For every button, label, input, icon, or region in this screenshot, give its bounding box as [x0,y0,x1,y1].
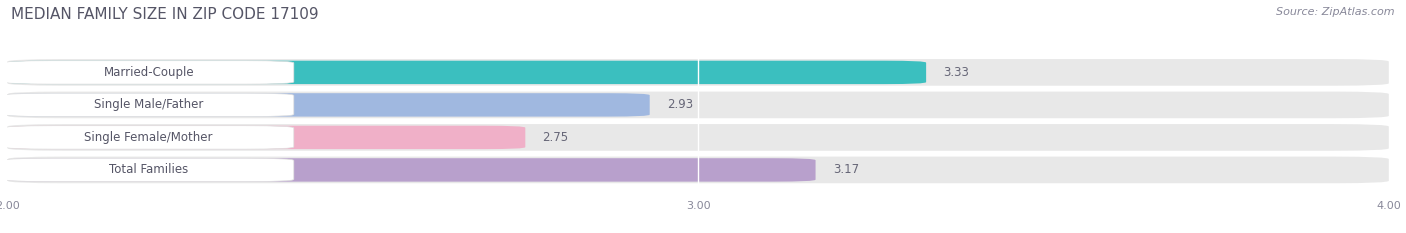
Text: 2.93: 2.93 [666,98,693,111]
FancyBboxPatch shape [7,59,1389,86]
Text: Married-Couple: Married-Couple [104,66,194,79]
Text: MEDIAN FAMILY SIZE IN ZIP CODE 17109: MEDIAN FAMILY SIZE IN ZIP CODE 17109 [11,7,319,22]
FancyBboxPatch shape [7,158,815,182]
Text: 3.33: 3.33 [943,66,969,79]
Text: Single Female/Mother: Single Female/Mother [84,131,212,144]
Text: Total Families: Total Families [110,163,188,176]
FancyBboxPatch shape [4,126,294,149]
FancyBboxPatch shape [4,158,294,182]
FancyBboxPatch shape [7,93,650,116]
FancyBboxPatch shape [7,61,927,84]
Text: Source: ZipAtlas.com: Source: ZipAtlas.com [1277,7,1395,17]
FancyBboxPatch shape [7,124,1389,151]
FancyBboxPatch shape [4,93,294,116]
FancyBboxPatch shape [4,61,294,84]
Text: 2.75: 2.75 [543,131,568,144]
FancyBboxPatch shape [7,92,1389,118]
Text: Single Male/Father: Single Male/Father [94,98,204,111]
FancyBboxPatch shape [7,157,1389,183]
FancyBboxPatch shape [7,126,526,149]
Text: 3.17: 3.17 [832,163,859,176]
